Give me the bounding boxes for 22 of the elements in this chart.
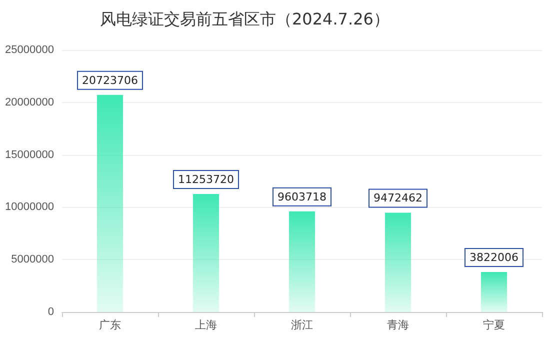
x-tick-label: 上海 <box>195 318 217 332</box>
x-tick-label: 青海 <box>387 318 409 332</box>
x-tick-label: 宁夏 <box>483 318 505 332</box>
x-tick-label: 浙江 <box>291 318 313 332</box>
data-label: 20723706 <box>82 74 138 87</box>
y-tick-label: 0 <box>48 306 54 318</box>
bar <box>193 194 219 312</box>
x-tick-label: 广东 <box>99 318 121 332</box>
data-label: 11253720 <box>178 173 234 186</box>
bar <box>481 272 507 312</box>
data-label: 9603718 <box>278 190 326 204</box>
y-tick-label: 25000000 <box>5 44 54 56</box>
data-label: 3822006 <box>470 250 518 264</box>
chart-title: 风电绿证交易前五省区市（2024.7.26） <box>100 10 390 28</box>
y-tick-label: 20000000 <box>5 96 54 108</box>
y-tick-label: 15000000 <box>5 148 54 161</box>
bar <box>385 212 411 312</box>
data-label: 9472462 <box>374 192 422 205</box>
bar <box>97 94 123 312</box>
y-tick-label: 5000000 <box>11 254 54 266</box>
bar <box>289 211 315 312</box>
y-tick-label: 10000000 <box>5 201 54 214</box>
